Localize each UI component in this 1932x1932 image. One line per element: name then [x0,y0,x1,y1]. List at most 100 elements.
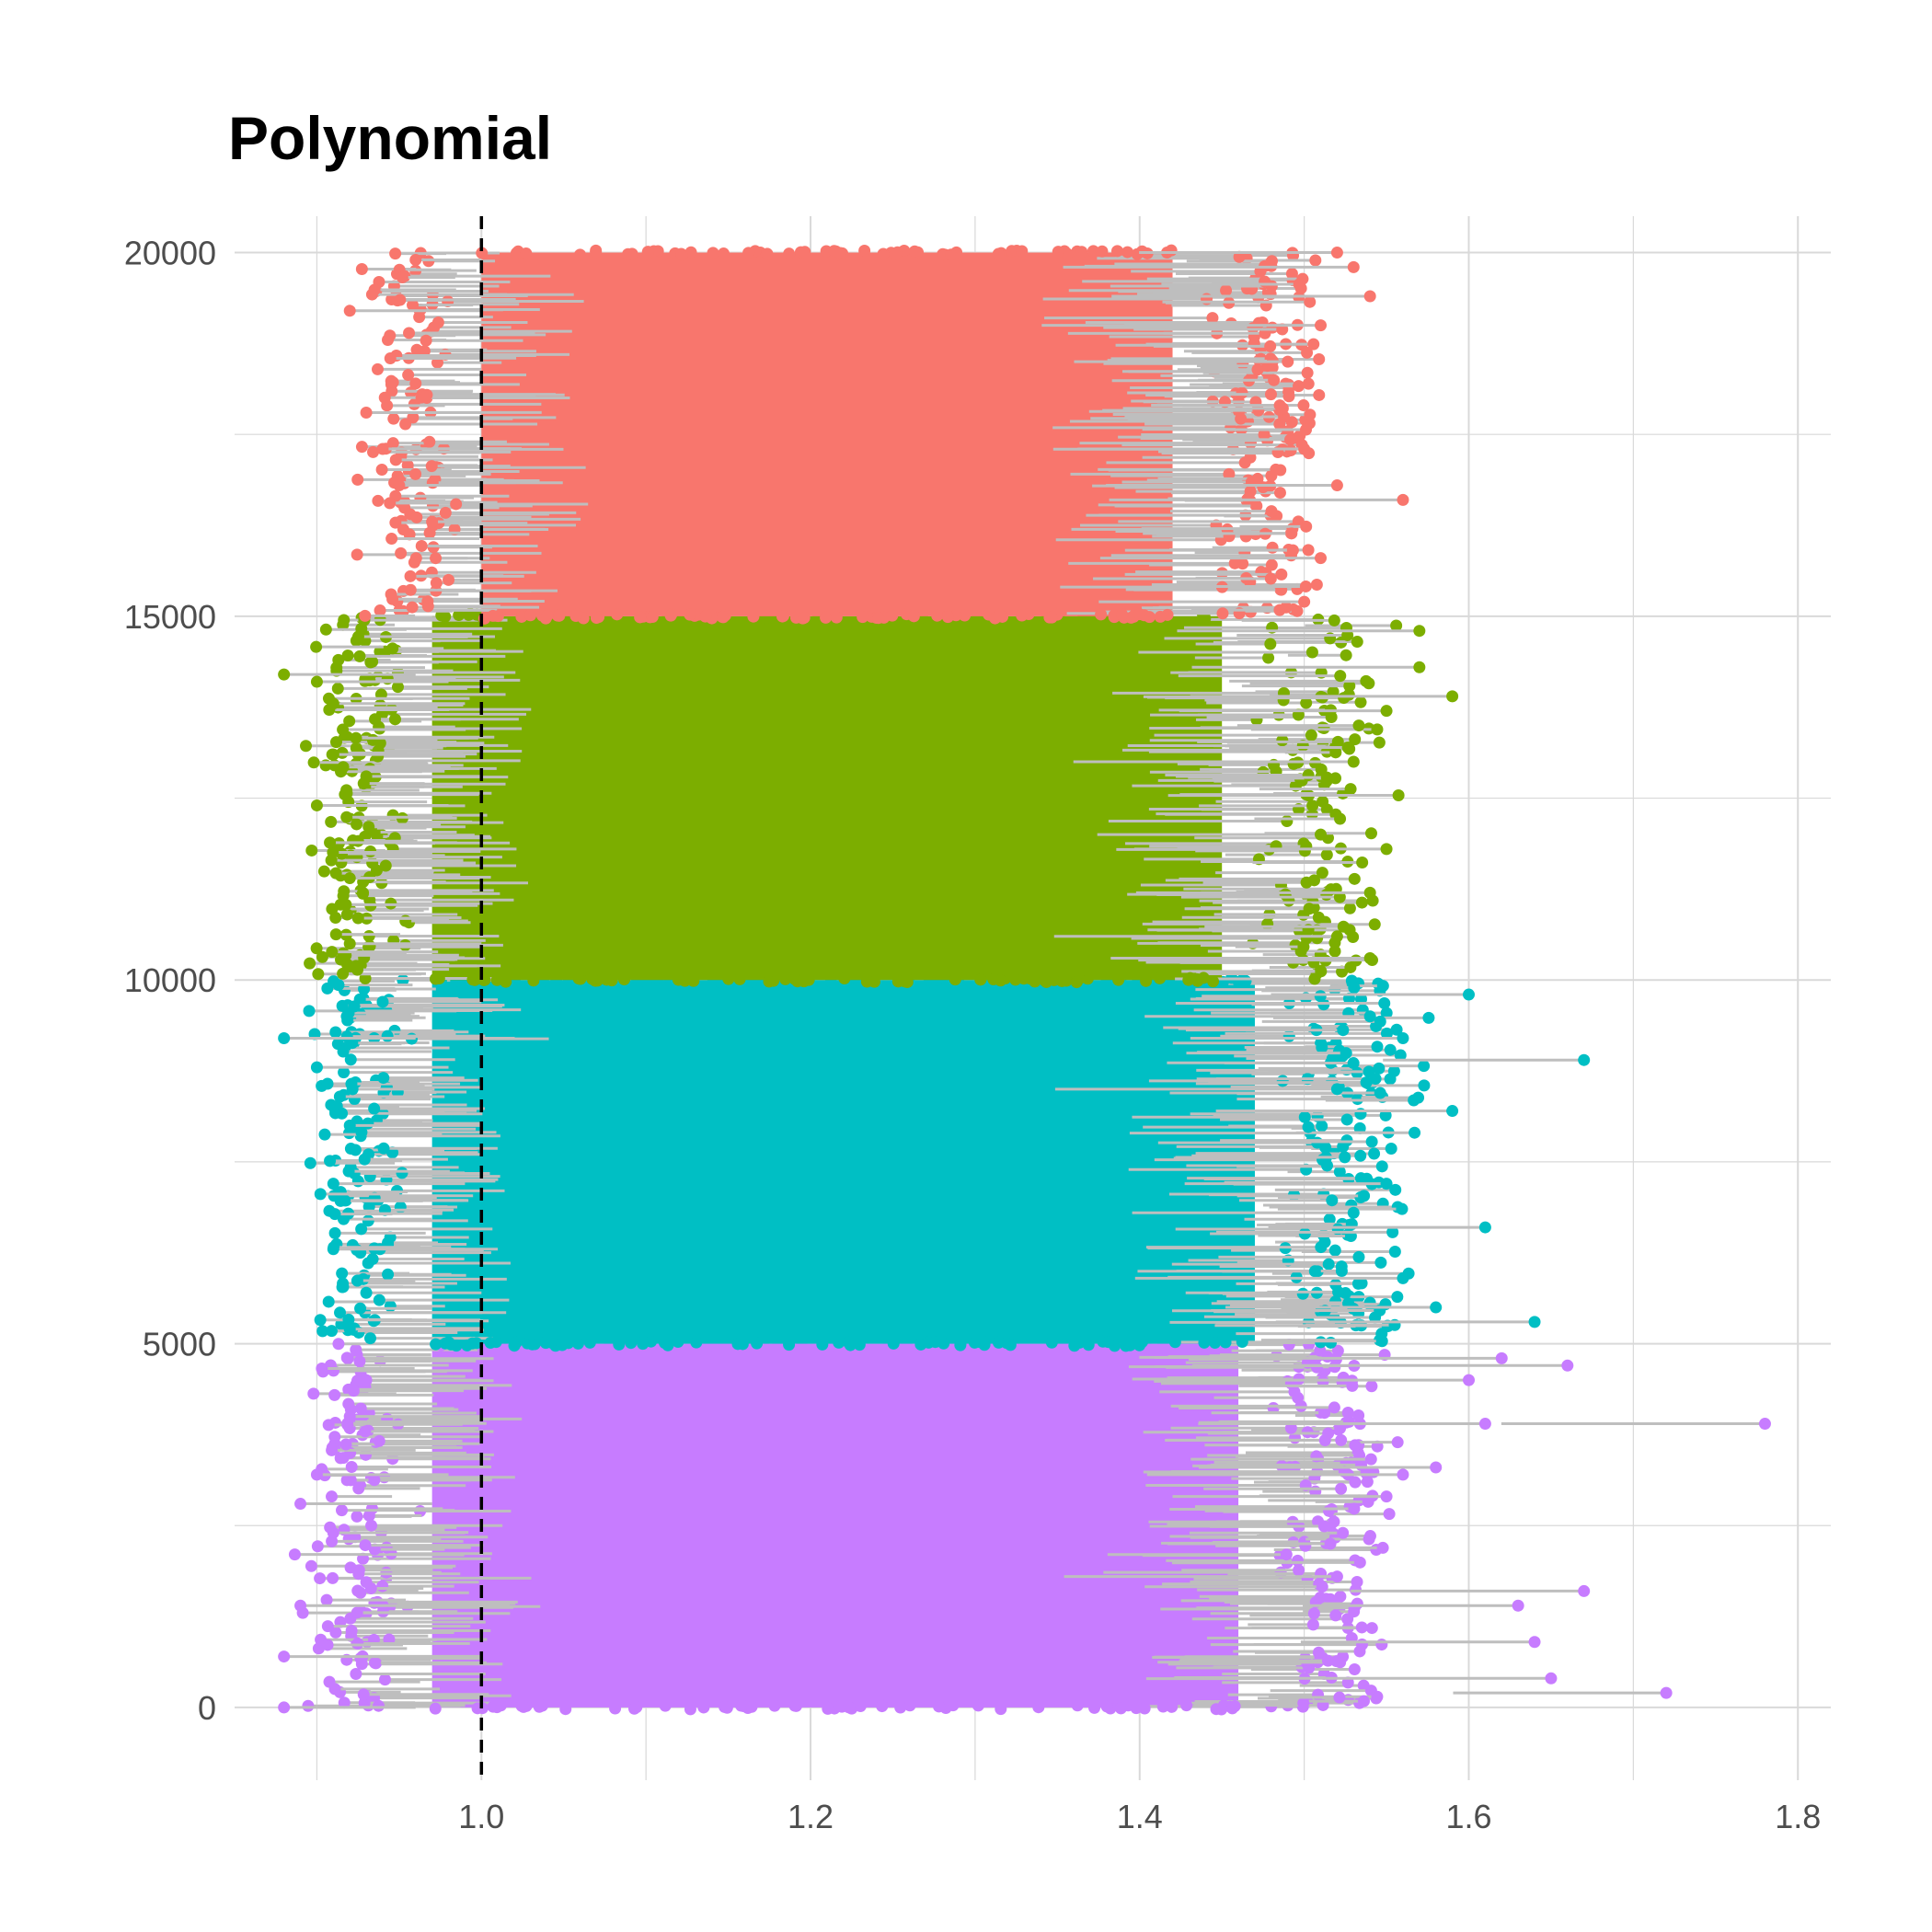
data-point [1296,1287,1309,1300]
data-point [1304,408,1317,421]
data-point [1446,1105,1459,1118]
data-point [332,1338,345,1351]
data-point [609,1702,622,1715]
data-point [360,1286,373,1299]
data-point [426,515,439,528]
data-point [1380,705,1393,718]
data-point [1000,1337,1013,1350]
data-point [1298,443,1311,455]
data-point [1330,1083,1343,1096]
data-point [1198,1336,1211,1349]
data-point [329,928,342,941]
y-tick-label: 20000 [124,235,216,272]
data-point [341,649,354,661]
data-point [1418,1079,1431,1092]
data-point [1265,505,1278,518]
data-point [307,756,320,769]
data-point [1275,568,1288,581]
data-point [351,912,364,925]
data-point [1223,467,1236,480]
data-point [1294,1399,1307,1412]
data-point [365,1519,378,1532]
data-point [1376,980,1389,993]
data-point [1236,386,1248,399]
data-point [294,1599,307,1612]
data-point [359,609,372,622]
data-point [327,748,339,761]
data-point [368,283,381,296]
data-point [351,1374,363,1387]
data-point [314,1188,327,1201]
data-point [444,1338,457,1351]
data-point [1397,1468,1409,1481]
data-point [1225,1702,1238,1715]
data-point [1328,614,1340,627]
data-point [1261,917,1274,930]
data-point [1285,267,1298,280]
data-point [1363,1065,1375,1078]
data-point [344,1053,357,1066]
data-point [350,731,362,744]
data-point [1341,742,1354,754]
data-point [345,1460,358,1473]
data-point [1326,1194,1339,1207]
data-point [717,611,730,624]
data-point [353,650,366,662]
data-point [583,1336,596,1349]
data-point [659,1699,672,1712]
data-point [1255,566,1268,579]
data-point [949,973,961,986]
data-point [1140,974,1153,987]
data-point [1286,544,1299,557]
data-point [1374,1087,1386,1099]
data-point [362,821,375,834]
data-point [1180,1699,1193,1712]
data-point [1340,1047,1352,1060]
data-point [1312,911,1325,924]
data-point [646,611,659,624]
data-point [1373,736,1386,749]
data-point [316,950,328,963]
data-point [1276,1075,1289,1087]
data-point [1329,746,1342,759]
data-point [1302,377,1315,390]
data-point [1300,876,1313,889]
data-point [327,1526,339,1539]
data-point [1316,867,1328,880]
data-point [1315,319,1328,332]
data-point [1389,1183,1402,1196]
data-point [510,247,523,259]
data-point [1351,636,1363,649]
data-point [1273,604,1286,616]
data-point [426,477,439,489]
y-tick-label: 5000 [143,1326,216,1363]
data-point [672,973,684,986]
data-point [278,1701,291,1714]
data-point [360,406,373,419]
data-point [1133,608,1146,621]
data-point [1331,735,1344,748]
data-point [1298,845,1311,857]
data-point [1310,578,1323,591]
data-point [360,770,373,783]
data-point [381,1029,394,1042]
data-point [613,1338,626,1351]
data-point [857,611,869,624]
data-point [351,1274,363,1287]
data-point [328,1431,341,1443]
data-point [834,247,846,259]
data-point [887,1337,900,1350]
data-point [364,1332,377,1345]
data-point [1348,1502,1361,1515]
data-point [1347,260,1360,273]
data-point [1413,625,1426,638]
data-point [1315,828,1328,841]
data-point [1301,346,1314,359]
data-point [1391,1436,1404,1449]
data-point [1305,646,1318,659]
data-point [1262,651,1275,664]
data-point [1348,1663,1361,1676]
data-point [410,511,423,523]
data-point [1418,1060,1431,1073]
data-point [1348,872,1361,885]
